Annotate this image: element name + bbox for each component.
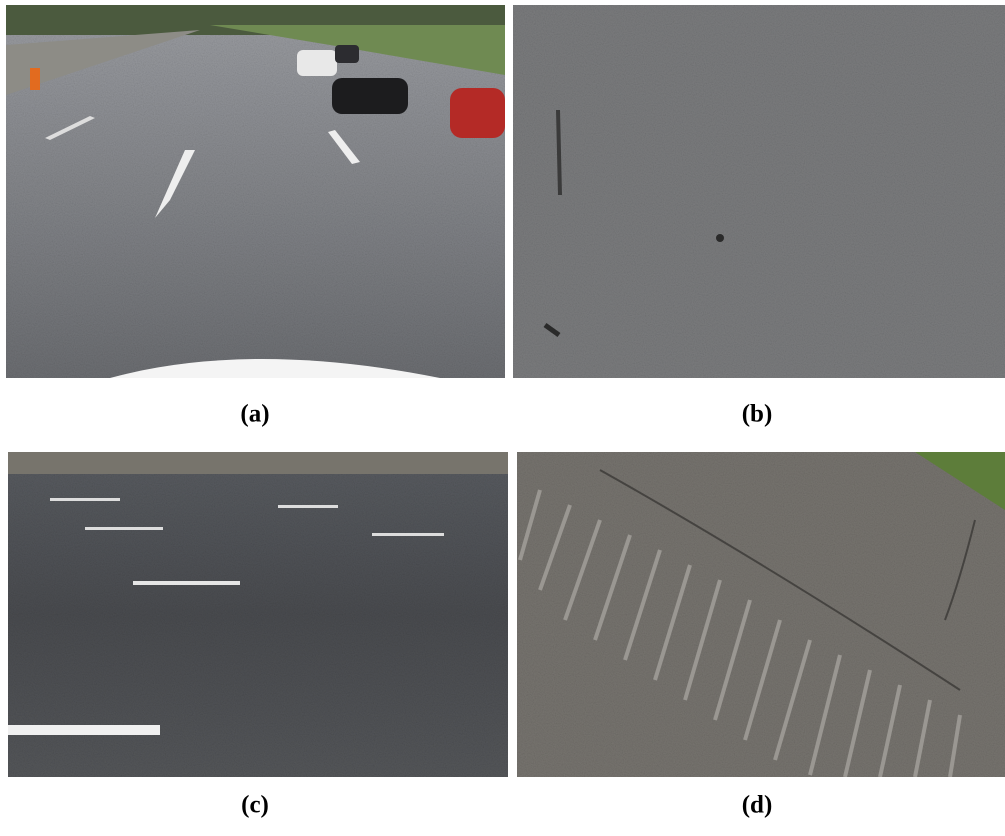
photo-b [513,5,1005,378]
caption: (d) [742,792,773,819]
caption: (a) [240,401,269,428]
photo-d [517,452,1005,777]
photo-a [6,5,505,378]
photo-c [8,452,508,777]
caption: (c) [241,792,269,819]
caption: (b) [742,401,773,428]
